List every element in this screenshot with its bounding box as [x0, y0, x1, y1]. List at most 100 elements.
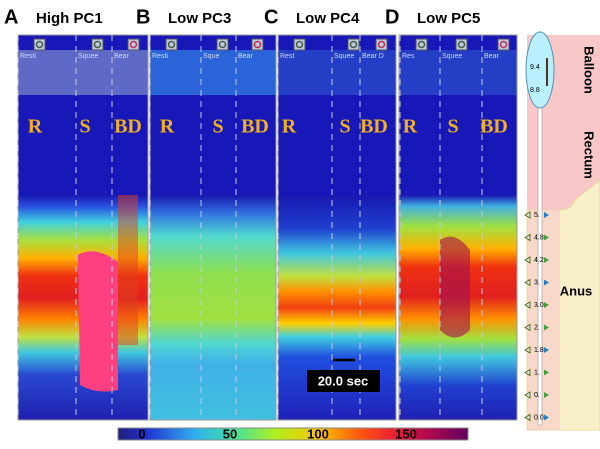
event-icon: [347, 38, 360, 51]
colorbar-tick-label: 0: [138, 426, 145, 441]
event-icon: [216, 38, 229, 51]
squeeze-peak: [78, 251, 118, 392]
sensor-left: [524, 211, 531, 219]
event-label: Squee: [334, 53, 354, 60]
sensor-label: 1.: [534, 369, 540, 376]
sensor-label: 1.8: [534, 347, 544, 354]
event-label: Bear: [484, 53, 499, 60]
sensor-right: [544, 234, 549, 241]
event-icon: [91, 38, 104, 51]
event-dot: [377, 40, 386, 49]
event-dot: [35, 40, 44, 49]
phase-label: BD: [241, 116, 269, 138]
event-icon: [455, 38, 468, 51]
event-label: Rest: [280, 53, 294, 60]
sensor-right: [544, 279, 549, 286]
phase-label: S: [212, 116, 223, 138]
scale-label: 20.0 sec: [318, 373, 369, 388]
balloon-label: Balloon: [582, 46, 597, 94]
sensor-label: 4.2: [534, 257, 544, 264]
squeeze-peak: [440, 236, 470, 338]
phase-label: R: [28, 116, 43, 138]
event-label: Bear D: [362, 53, 384, 60]
sensor-left: [524, 413, 531, 422]
sensor-left: [524, 323, 531, 332]
balloon-marker: [546, 58, 548, 86]
event-dot: [417, 40, 426, 49]
sensor-right: [544, 212, 549, 218]
phase-label: S: [447, 116, 458, 138]
event-label: Resti: [20, 53, 36, 60]
panel-letter: B: [136, 6, 150, 28]
sensor-label: 5.: [534, 212, 540, 219]
sensor-right: [544, 392, 549, 398]
panel-title: Low PC5: [417, 10, 480, 27]
heatmap: [150, 195, 276, 420]
event-icon: [293, 38, 306, 51]
sensor-label: 0.: [534, 392, 540, 399]
scale-box: [307, 370, 380, 392]
phase-label: R: [160, 116, 175, 138]
sensor-left: [524, 368, 531, 377]
event-dot: [295, 40, 304, 49]
event-label: Bear: [238, 53, 253, 60]
sensor-label: 4.8: [534, 234, 544, 241]
event-label: Squee: [442, 53, 462, 60]
event-label: Res: [402, 53, 415, 60]
sensor-left: [524, 301, 531, 309]
event-icon: [251, 38, 264, 51]
event-label: Sque: [203, 53, 219, 60]
panel-letter: A: [4, 6, 18, 28]
event-label: Bear: [114, 53, 129, 60]
balloon-mark: 8.8: [530, 87, 540, 94]
rectum-label: Rectum: [582, 131, 597, 179]
event-icon: [497, 38, 510, 51]
event-dot: [218, 40, 227, 49]
event-icon: [127, 38, 140, 51]
canal: [527, 210, 560, 430]
panel-title: Low PC4: [296, 10, 360, 27]
panel-letter: D: [385, 6, 399, 28]
header-band: [18, 50, 148, 95]
sensor-right: [544, 302, 549, 308]
phase-label: BD: [480, 116, 508, 138]
anatomy: Balloon Rectum Anus 9.4 8.8 5. 4.8 4.2 3. 3.…: [524, 31, 600, 431]
event-dot: [349, 40, 358, 49]
anus-label: Anus: [560, 283, 593, 298]
phase-label: R: [403, 116, 418, 138]
sensor-label: 3.0: [534, 302, 544, 309]
panel-title: Low PC3: [168, 10, 231, 27]
event-dot: [93, 40, 102, 49]
event-dot: [167, 40, 176, 49]
event-label: Squee: [78, 53, 98, 60]
panel-letter: C: [264, 6, 278, 28]
sensor-label: 3.: [534, 279, 540, 286]
phase-label: S: [339, 116, 350, 138]
colorbar: 0 50 100 150: [117, 426, 469, 441]
sensor-left: [524, 233, 531, 242]
balloon-mark: 9.4: [530, 64, 540, 71]
colorbar-tick-label: 100: [307, 426, 329, 441]
colorbar-tick-label: 150: [395, 426, 417, 441]
sensor-right: [544, 324, 549, 331]
event-dot: [253, 40, 262, 49]
event-icon: [165, 38, 178, 51]
event-label: Resti: [152, 53, 168, 60]
panels: A High PC1 Resti Squee Bear R S BD B Low PC3 Resti…: [4, 6, 518, 421]
event-dot: [457, 40, 466, 49]
sensor-left: [524, 346, 531, 354]
sensor-right: [544, 414, 549, 421]
event-icon: [375, 38, 388, 51]
colorbar-gradient: [117, 427, 469, 441]
sensor-right: [544, 257, 549, 263]
phase-label: R: [282, 116, 297, 138]
phase-label: BD: [114, 116, 142, 138]
sensor-label: 0.0: [534, 414, 544, 421]
event-icon: [415, 38, 428, 51]
panel-frame: [398, 34, 518, 421]
phase-label: BD: [360, 116, 388, 138]
event-dot: [499, 40, 508, 49]
panel-title: High PC1: [36, 10, 103, 27]
event-dot: [129, 40, 138, 49]
